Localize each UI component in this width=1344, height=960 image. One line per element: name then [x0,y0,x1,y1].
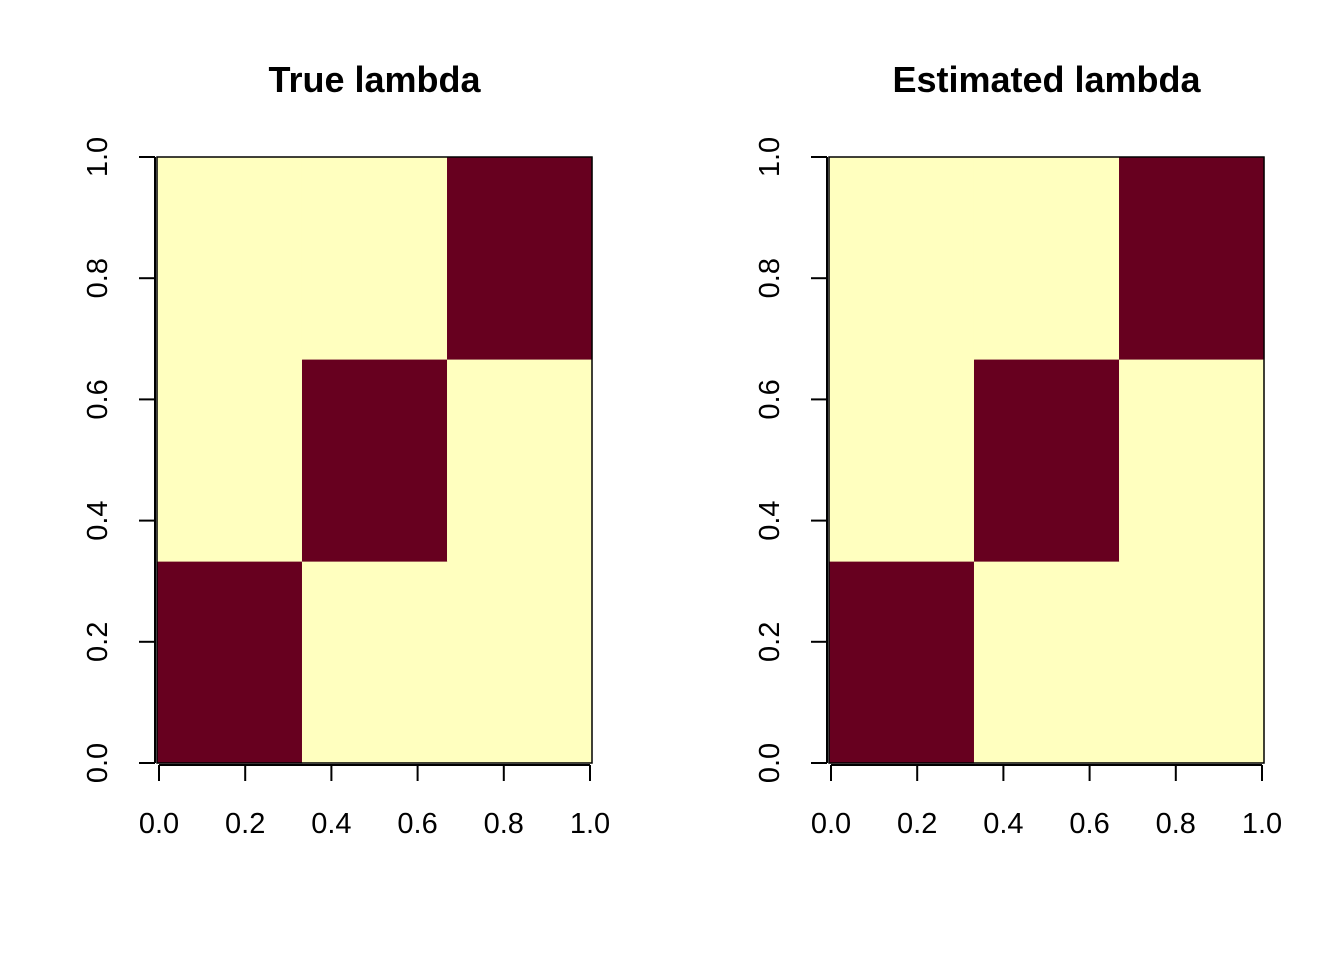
heatmap-cell [447,561,593,764]
heatmap-cell [1119,561,1265,764]
heatmap-cell [829,157,975,360]
heatmap-cell [301,157,448,360]
heatmap-cell [973,358,1120,562]
y-tick-label: 0.8 [82,258,114,298]
x-tick-label: 0.6 [1069,808,1109,840]
y-tick-label: 0.6 [754,379,786,419]
chart-title: True lambda [268,59,481,100]
x-axis: 0.0 0.2 0.4 0.6 0.8 1.0 [811,764,1282,840]
plot-frame [828,156,1265,764]
y-axis: 0.0 0.2 0.4 0.6 0.8 1.0 [754,137,828,783]
y-tick-label: 0.8 [754,258,786,298]
heatmap-cell [157,358,303,562]
heatmap-cell [447,157,593,360]
x-tick-label: 0.2 [225,808,265,840]
heatmap-cell [829,561,975,764]
y-tick-label: 0.0 [82,743,114,783]
heatmap-cell [301,358,448,562]
x-tick-label: 0.2 [897,808,937,840]
y-tick-label: 0.2 [754,622,786,662]
heatmap-cell [973,561,1120,764]
chart-title: Estimated lambda [892,59,1201,100]
y-tick-label: 0.2 [82,622,114,662]
y-tick-label: 0.0 [754,743,786,783]
x-tick-label: 0.8 [1156,808,1196,840]
heatmap-cell [1119,358,1265,562]
y-tick-label: 1.0 [82,137,114,177]
heatmap-cell [447,358,593,562]
x-tick-label: 0.8 [484,808,524,840]
x-tick-label: 1.0 [570,808,610,840]
y-tick-label: 0.6 [82,379,114,419]
y-axis: 0.0 0.2 0.4 0.6 0.8 1.0 [82,137,156,783]
heatmap-cell [301,561,448,764]
x-tick-label: 1.0 [1242,808,1282,840]
heatmap-cell [1119,157,1265,360]
heatmap-cells [157,157,593,764]
x-tick-label: 0.4 [983,808,1023,840]
y-tick-label: 0.4 [754,500,786,540]
heatmap-cells [829,157,1265,764]
x-tick-label: 0.4 [311,808,351,840]
x-tick-label: 0.0 [811,808,851,840]
heatmap-cell [973,157,1120,360]
panel-true-lambda: True lambda 0.0 0.2 0.4 0.6 0.8 1.0 0.0 0.2 0.4… [82,59,610,840]
x-tick-label: 0.6 [397,808,437,840]
heatmap-cell [157,561,303,764]
y-tick-label: 1.0 [754,137,786,177]
x-tick-label: 0.0 [139,808,179,840]
panel-estimated-lambda: Estimated lambda 0.0 0.2 0.4 0.6 0.8 1.0 0.00… [754,59,1282,840]
heatmap-cell [829,358,975,562]
y-tick-label: 0.4 [82,500,114,540]
heatmap-cell [157,157,303,360]
x-axis: 0.0 0.2 0.4 0.6 0.8 1.0 [139,764,610,840]
plot-frame [156,156,593,764]
